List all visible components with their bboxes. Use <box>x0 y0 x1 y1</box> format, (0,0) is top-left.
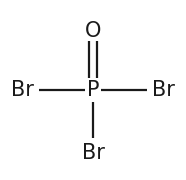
Text: P: P <box>87 80 99 100</box>
Text: O: O <box>85 21 101 41</box>
Text: Br: Br <box>152 80 175 100</box>
Text: Br: Br <box>82 143 104 163</box>
Text: Br: Br <box>11 80 34 100</box>
